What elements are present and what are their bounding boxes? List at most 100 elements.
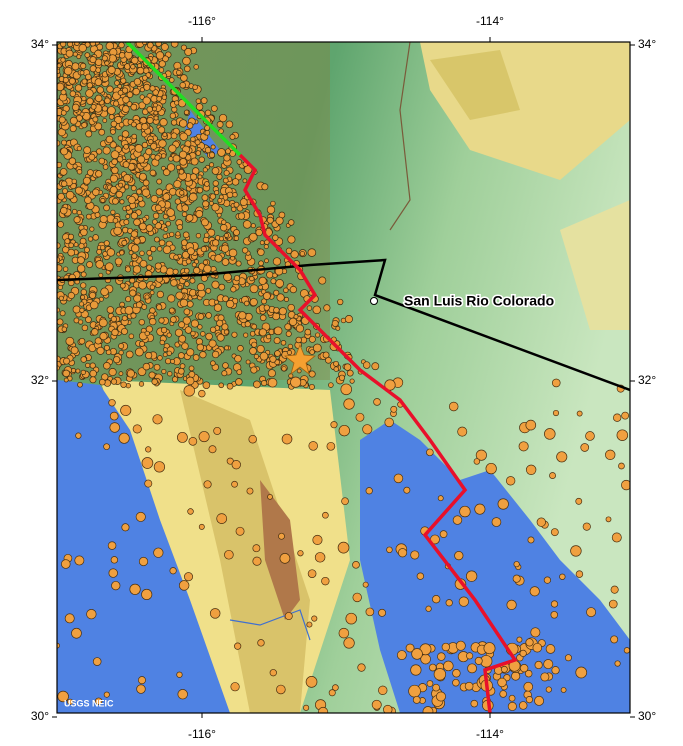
quake-dot [544, 577, 551, 584]
quake-dot [123, 162, 129, 168]
quake-dot [143, 363, 150, 370]
quake-dot [456, 641, 465, 650]
quake-dot [77, 257, 84, 264]
quake-dot [613, 414, 621, 422]
quake-dot [127, 370, 134, 377]
quake-dot [336, 326, 340, 330]
quake-dot [224, 550, 233, 559]
quake-dot [142, 142, 148, 148]
quake-dot [261, 380, 266, 385]
quake-dot [90, 227, 94, 231]
credit: USGS NEIC [64, 698, 114, 708]
quake-dot [471, 700, 478, 707]
quake-dot [110, 186, 117, 193]
quake-dot [177, 224, 182, 229]
quake-dot [198, 175, 202, 179]
quake-dot [104, 692, 109, 697]
quake-dot [506, 476, 515, 485]
quake-dot [576, 571, 583, 578]
quake-dot [62, 327, 67, 332]
quake-dot [95, 171, 102, 178]
quake-dot [70, 117, 77, 124]
quake-dot [105, 98, 111, 104]
quake-dot [280, 553, 290, 563]
quake-dot [329, 690, 335, 696]
quake-dot [229, 249, 237, 257]
quake-dot [259, 261, 264, 266]
quake-dot [210, 608, 220, 618]
quake-dot [140, 88, 144, 92]
quake-dot [85, 74, 91, 80]
quake-dot [131, 104, 137, 110]
quake-dot [258, 249, 265, 256]
quake-dot [270, 356, 276, 362]
quake-dot [344, 399, 355, 410]
quake-dot [243, 220, 251, 228]
quake-dot [77, 169, 82, 174]
quake-dot [126, 214, 130, 218]
quake-dot [409, 685, 421, 697]
lat-label: 30° [31, 709, 49, 723]
quake-dot [198, 314, 204, 320]
quake-dot [309, 336, 315, 342]
quake-dot [622, 412, 629, 419]
quake-dot [218, 148, 226, 156]
quake-dot [337, 299, 343, 305]
quake-dot [61, 110, 66, 115]
quake-dot [426, 606, 432, 612]
quake-dot [190, 174, 196, 180]
quake-dot [127, 92, 133, 98]
quake-dot [224, 170, 229, 175]
quake-dot [358, 664, 366, 672]
quake-dot [105, 263, 113, 271]
quake-dot [177, 672, 183, 678]
quake-dot [411, 665, 421, 675]
quake-dot [147, 117, 153, 123]
quake-dot [129, 334, 134, 339]
quake-dot [82, 96, 86, 100]
quake-dot [100, 215, 107, 222]
quake-dot [167, 351, 172, 356]
quake-dot [274, 327, 282, 335]
quake-dot [149, 318, 156, 325]
quake-dot [122, 524, 129, 531]
quake-dot [97, 87, 104, 94]
quake-dot [236, 261, 241, 266]
quake-dot [268, 370, 275, 377]
quake-dot [134, 78, 141, 85]
quake-dot [120, 283, 125, 288]
quake-dot [189, 371, 195, 377]
quake-dot [60, 311, 65, 316]
quake-dot [133, 266, 141, 274]
quake-dot [611, 586, 618, 593]
quake-dot [138, 677, 145, 684]
quake-dot [517, 637, 522, 642]
quake-dot [178, 285, 182, 289]
quake-dot [169, 78, 174, 83]
quake-dot [104, 444, 110, 450]
quake-dot [267, 217, 273, 223]
quake-dot [87, 98, 94, 105]
quake-dot [77, 146, 81, 150]
quake-dot [460, 506, 471, 517]
quake-dot [180, 133, 188, 141]
quake-dot [156, 52, 164, 60]
quake-dot [192, 263, 196, 267]
quake-dot [253, 557, 261, 565]
quake-dot [214, 300, 218, 304]
quake-dot [306, 676, 317, 687]
quake-dot [210, 361, 215, 366]
quake-dot [99, 379, 105, 385]
quake-dot [344, 638, 355, 649]
quake-dot [78, 382, 83, 387]
quake-dot [150, 170, 156, 176]
quake-dot [500, 691, 507, 698]
quake-dot [189, 193, 197, 201]
quake-dot [106, 136, 113, 143]
quake-dot [171, 120, 177, 126]
quake-dot [290, 377, 300, 387]
quake-dot [121, 328, 127, 334]
quake-dot [242, 248, 248, 254]
quake-dot [121, 405, 131, 415]
quake-dot [259, 329, 266, 336]
